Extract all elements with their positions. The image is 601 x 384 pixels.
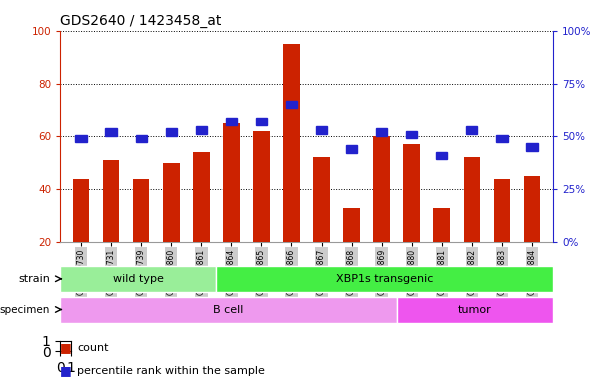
Bar (106, 128, 117, 136)
Bar (166, 128, 177, 136)
Bar (433, 208, 450, 242)
Bar (73, 179, 90, 242)
Text: specimen: specimen (0, 305, 50, 314)
Text: tumor: tumor (458, 305, 492, 314)
Text: XBP1s transgenic: XBP1s transgenic (336, 274, 433, 284)
Text: GDS2640 / 1423458_at: GDS2640 / 1423458_at (60, 14, 222, 28)
Bar (343, 208, 360, 242)
Bar (255, 118, 267, 125)
Bar (60, 297, 397, 323)
Bar (406, 131, 417, 138)
Bar (403, 144, 420, 242)
Text: strain: strain (19, 274, 50, 284)
Bar (397, 297, 553, 323)
Text: percentile rank within the sample: percentile rank within the sample (77, 366, 265, 376)
Bar (286, 101, 297, 108)
Bar (133, 179, 150, 242)
Text: ■: ■ (60, 341, 72, 354)
Bar (463, 157, 480, 242)
Bar (313, 157, 330, 242)
Text: B cell: B cell (213, 305, 243, 314)
Bar (76, 135, 87, 142)
Bar (193, 152, 210, 242)
Bar (496, 135, 507, 142)
Bar (216, 266, 553, 292)
Bar (136, 135, 147, 142)
Bar (253, 131, 270, 242)
Bar (316, 126, 327, 134)
Text: wild type: wild type (113, 274, 163, 284)
Bar (376, 128, 388, 136)
Bar (346, 145, 357, 153)
Bar (466, 126, 478, 134)
Bar (523, 176, 540, 242)
Bar (526, 143, 537, 151)
Bar (60, 266, 216, 292)
Bar (493, 179, 510, 242)
Text: count: count (77, 343, 108, 353)
Bar (163, 163, 180, 242)
Bar (226, 118, 237, 125)
Text: ■: ■ (60, 364, 72, 377)
Bar (283, 44, 300, 242)
Bar (196, 126, 207, 134)
Bar (223, 123, 240, 242)
Bar (373, 136, 390, 242)
Bar (103, 160, 120, 242)
Bar (436, 152, 447, 159)
